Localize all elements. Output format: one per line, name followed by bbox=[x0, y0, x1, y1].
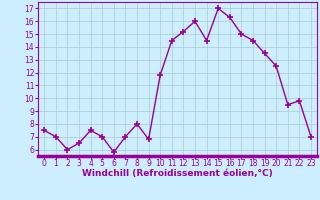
X-axis label: Windchill (Refroidissement éolien,°C): Windchill (Refroidissement éolien,°C) bbox=[82, 169, 273, 178]
